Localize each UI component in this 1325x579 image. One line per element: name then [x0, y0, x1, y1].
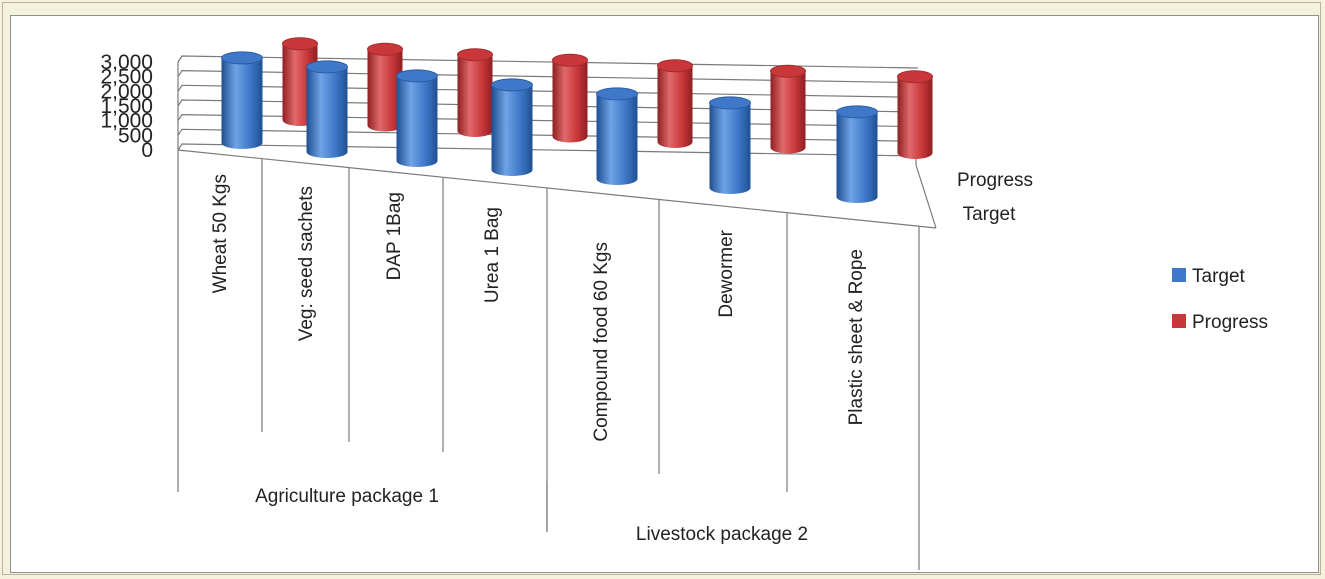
bar-target-4 — [491, 78, 533, 176]
y-tick-label: 3,000 — [100, 51, 153, 74]
y-tick-label: 1,000 — [100, 110, 153, 133]
category-separators — [177, 150, 920, 570]
y-tick-label: 500 — [118, 124, 153, 147]
bar-progress-6 — [770, 64, 806, 154]
y-tick-label: 0 — [141, 139, 153, 162]
group-label: Livestock package 2 — [636, 524, 808, 545]
floor — [178, 150, 920, 233]
legend: Target Progress — [1172, 266, 1268, 333]
legend-swatch — [1172, 314, 1186, 328]
legend-label: Target — [1192, 266, 1246, 287]
bar-target-3 — [396, 69, 438, 167]
gridline — [177, 128, 919, 142]
group-label: Agriculture package 1 — [255, 486, 439, 507]
x-axis-line — [177, 149, 937, 229]
y-tick-label: 2,000 — [100, 80, 153, 103]
gridline — [177, 143, 919, 157]
bars — [221, 37, 933, 203]
bar-progress-3 — [457, 48, 493, 137]
y-tick-label: 1,500 — [100, 95, 153, 118]
legend-label: Progress — [1192, 312, 1268, 333]
bar-progress-7 — [897, 70, 933, 159]
depth-label: Progress — [957, 170, 1033, 191]
y-tick-label: 2,500 — [100, 66, 153, 89]
category-label: Dewormer — [716, 229, 737, 317]
bar-progress-5 — [657, 59, 693, 148]
category-label: DAP 1Bag — [384, 192, 405, 280]
category-label: Compound food 60 Kgs — [591, 242, 612, 442]
category-label: Urea 1 Bag — [482, 207, 503, 303]
plot-area: 0 500 1,000 1,500 2,000 2,500 3,000 Wheat 50 Kg… — [10, 15, 1319, 573]
category-label: Wheat 50 Kgs — [210, 174, 231, 293]
depth-label: Target — [963, 204, 1017, 225]
depth-axis-line — [915, 164, 937, 229]
legend-swatch — [1172, 268, 1186, 282]
bar-target-7 — [836, 105, 878, 203]
bar-target-6 — [709, 96, 751, 194]
bar-progress-4 — [552, 53, 588, 143]
bar-target-2 — [306, 60, 348, 158]
category-label: Plastic sheet & Rope — [846, 249, 867, 425]
bar-target-5 — [596, 87, 638, 185]
category-label: Veg: seed sachets — [296, 186, 317, 341]
gridlines — [177, 55, 919, 157]
bar-target-1 — [221, 51, 263, 149]
